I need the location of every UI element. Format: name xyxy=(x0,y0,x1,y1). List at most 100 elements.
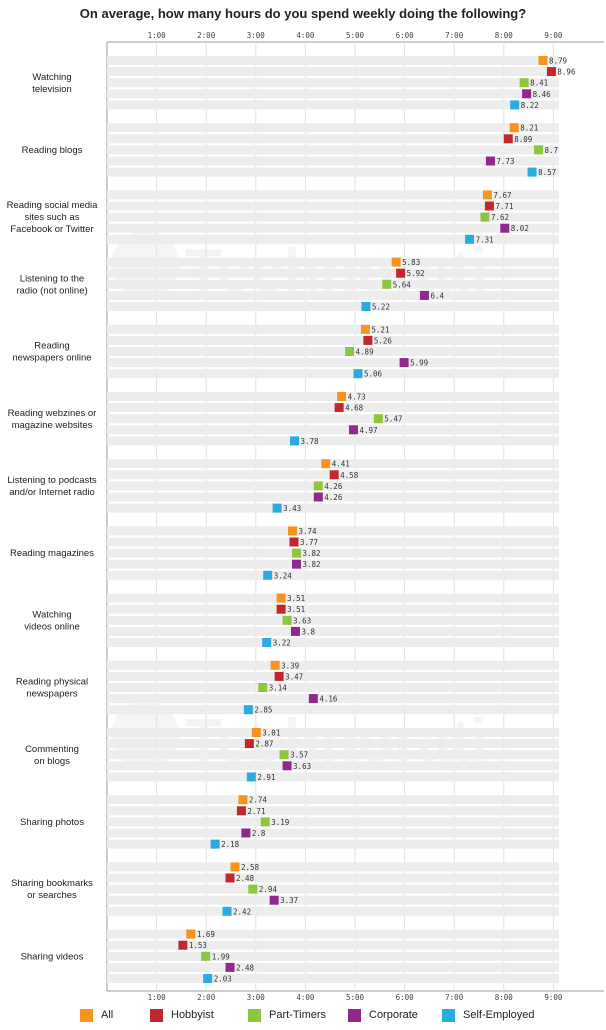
bar-marker-3-1 xyxy=(396,268,406,278)
bar-track-2-1 xyxy=(107,201,559,211)
bar-marker-12-2 xyxy=(248,884,258,894)
bar-marker-6-0 xyxy=(321,459,331,469)
legend-label-all: All xyxy=(101,1009,114,1021)
legend-swatch-self-employed xyxy=(442,1008,455,1022)
data-label-2-1: 7.71 xyxy=(495,202,513,211)
data-label-7-2: 3.82 xyxy=(302,549,320,558)
legend-swatch-corporate xyxy=(348,1008,361,1022)
bar-track-7-1 xyxy=(107,537,559,547)
data-label-0-0: 8.79 xyxy=(549,57,567,66)
bar-track-10-1 xyxy=(107,739,559,749)
data-label-12-1: 2.48 xyxy=(236,874,255,883)
bar-marker-12-3 xyxy=(269,895,279,905)
data-label-12-4: 2.42 xyxy=(233,907,251,916)
bar-track-5-4 xyxy=(107,436,559,446)
x-tick-bottom-1: 1:00 xyxy=(148,993,167,1002)
bar-track-4-4 xyxy=(107,369,559,379)
bar-track-12-4 xyxy=(107,906,559,916)
bar-marker-4-0 xyxy=(360,324,370,334)
bar-marker-4-3 xyxy=(399,358,409,368)
bar-marker-3-4 xyxy=(361,302,371,311)
bar-track-0-4 xyxy=(107,100,559,110)
x-tick-top-7: 7:00 xyxy=(445,31,464,40)
bar-marker-1-1 xyxy=(503,134,513,144)
bar-track-13-0 xyxy=(107,929,559,939)
data-label-8-1: 3.51 xyxy=(287,605,305,614)
bar-marker-5-1 xyxy=(334,403,344,413)
bar-marker-13-1 xyxy=(178,940,188,950)
bar-marker-1-2 xyxy=(534,145,544,155)
category-label-13: Sharing videos xyxy=(21,951,84,962)
data-label-1-1: 8.09 xyxy=(514,135,532,144)
bar-marker-11-0 xyxy=(238,795,248,805)
bar-track-8-2 xyxy=(107,615,559,625)
legend-item-self-employed: Self-Employed xyxy=(442,1008,535,1022)
bar-track-9-3 xyxy=(107,694,559,704)
data-label-9-1: 3.47 xyxy=(285,672,303,681)
bar-marker-4-4 xyxy=(353,369,363,379)
bar-track-11-2 xyxy=(107,817,559,827)
legend-label-hobbyist: Hobbyist xyxy=(171,1009,214,1021)
data-label-4-2: 4.89 xyxy=(356,348,374,357)
data-label-1-4: 8.57 xyxy=(538,168,556,177)
bar-track-7-0 xyxy=(107,526,559,536)
bar-track-5-1 xyxy=(107,403,559,413)
data-label-4-0: 5.21 xyxy=(371,325,389,334)
bar-marker-3-0 xyxy=(391,257,401,267)
data-label-7-0: 3.74 xyxy=(299,527,318,536)
bar-track-6-0 xyxy=(107,459,559,469)
legend-swatch-all xyxy=(80,1008,93,1022)
bar-marker-8-0 xyxy=(276,593,286,603)
bar-track-10-2 xyxy=(107,750,559,760)
bar-marker-2-0 xyxy=(482,190,492,200)
bar-marker-5-0 xyxy=(337,392,347,401)
bar-track-13-1 xyxy=(107,940,559,950)
bar-marker-10-4 xyxy=(246,772,256,782)
bar-marker-10-0 xyxy=(251,728,261,737)
bar-marker-8-2 xyxy=(282,615,292,625)
bar-marker-1-4 xyxy=(527,167,537,177)
category-label-12: Sharing bookmarks or searches xyxy=(11,878,93,901)
bar-track-12-2 xyxy=(107,884,559,894)
bar-marker-2-4 xyxy=(465,234,475,244)
bar-marker-4-1 xyxy=(363,335,373,345)
bar-track-11-3 xyxy=(107,828,559,838)
data-label-5-1: 4.68 xyxy=(345,404,364,413)
bar-marker-7-2 xyxy=(291,548,301,558)
x-tick-bottom-9: 9:00 xyxy=(544,993,563,1002)
bar-marker-7-3 xyxy=(291,559,301,569)
data-label-12-3: 3.37 xyxy=(280,896,298,905)
data-label-2-2: 7.62 xyxy=(491,213,509,222)
bar-marker-7-4 xyxy=(263,570,273,580)
bar-track-5-0 xyxy=(107,392,559,401)
bar-track-0-3 xyxy=(107,89,559,99)
data-label-3-0: 5.83 xyxy=(402,258,420,267)
bar-track-5-3 xyxy=(107,425,559,435)
x-tick-top-5: 5:00 xyxy=(346,31,365,40)
bar-marker-6-3 xyxy=(313,492,323,502)
category-label-7: Reading magazines xyxy=(10,548,94,559)
data-label-8-3: 3.8 xyxy=(301,627,315,636)
bar-track-1-2 xyxy=(107,145,559,155)
bar-track-2-4 xyxy=(107,234,559,244)
data-label-6-0: 4.41 xyxy=(332,460,350,469)
legend-item-all: All xyxy=(80,1008,113,1022)
data-label-11-4: 2.18 xyxy=(221,840,240,849)
bar-track-8-4 xyxy=(107,638,559,647)
category-label-3: Listening to the radio (not online) xyxy=(16,273,87,296)
x-tick-top-3: 3:00 xyxy=(247,31,266,40)
x-tick-top-6: 6:00 xyxy=(396,31,415,40)
x-tick-top-4: 4:00 xyxy=(296,31,315,40)
bar-track-11-1 xyxy=(107,806,559,816)
bar-track-0-2 xyxy=(107,78,559,88)
bar-track-6-4 xyxy=(107,503,559,513)
x-tick-bottom-8: 8:00 xyxy=(495,993,514,1002)
data-label-10-0: 3.01 xyxy=(262,729,280,738)
data-label-13-4: 2.03 xyxy=(214,975,232,984)
category-label-11: Sharing photos xyxy=(20,817,84,828)
data-label-6-3: 4.26 xyxy=(324,493,343,502)
category-label-5: Reading webzines or magazine websites xyxy=(8,408,97,431)
bar-track-12-1 xyxy=(107,873,559,883)
data-label-9-4: 2.85 xyxy=(254,706,272,715)
data-label-4-4: 5.06 xyxy=(364,370,383,379)
